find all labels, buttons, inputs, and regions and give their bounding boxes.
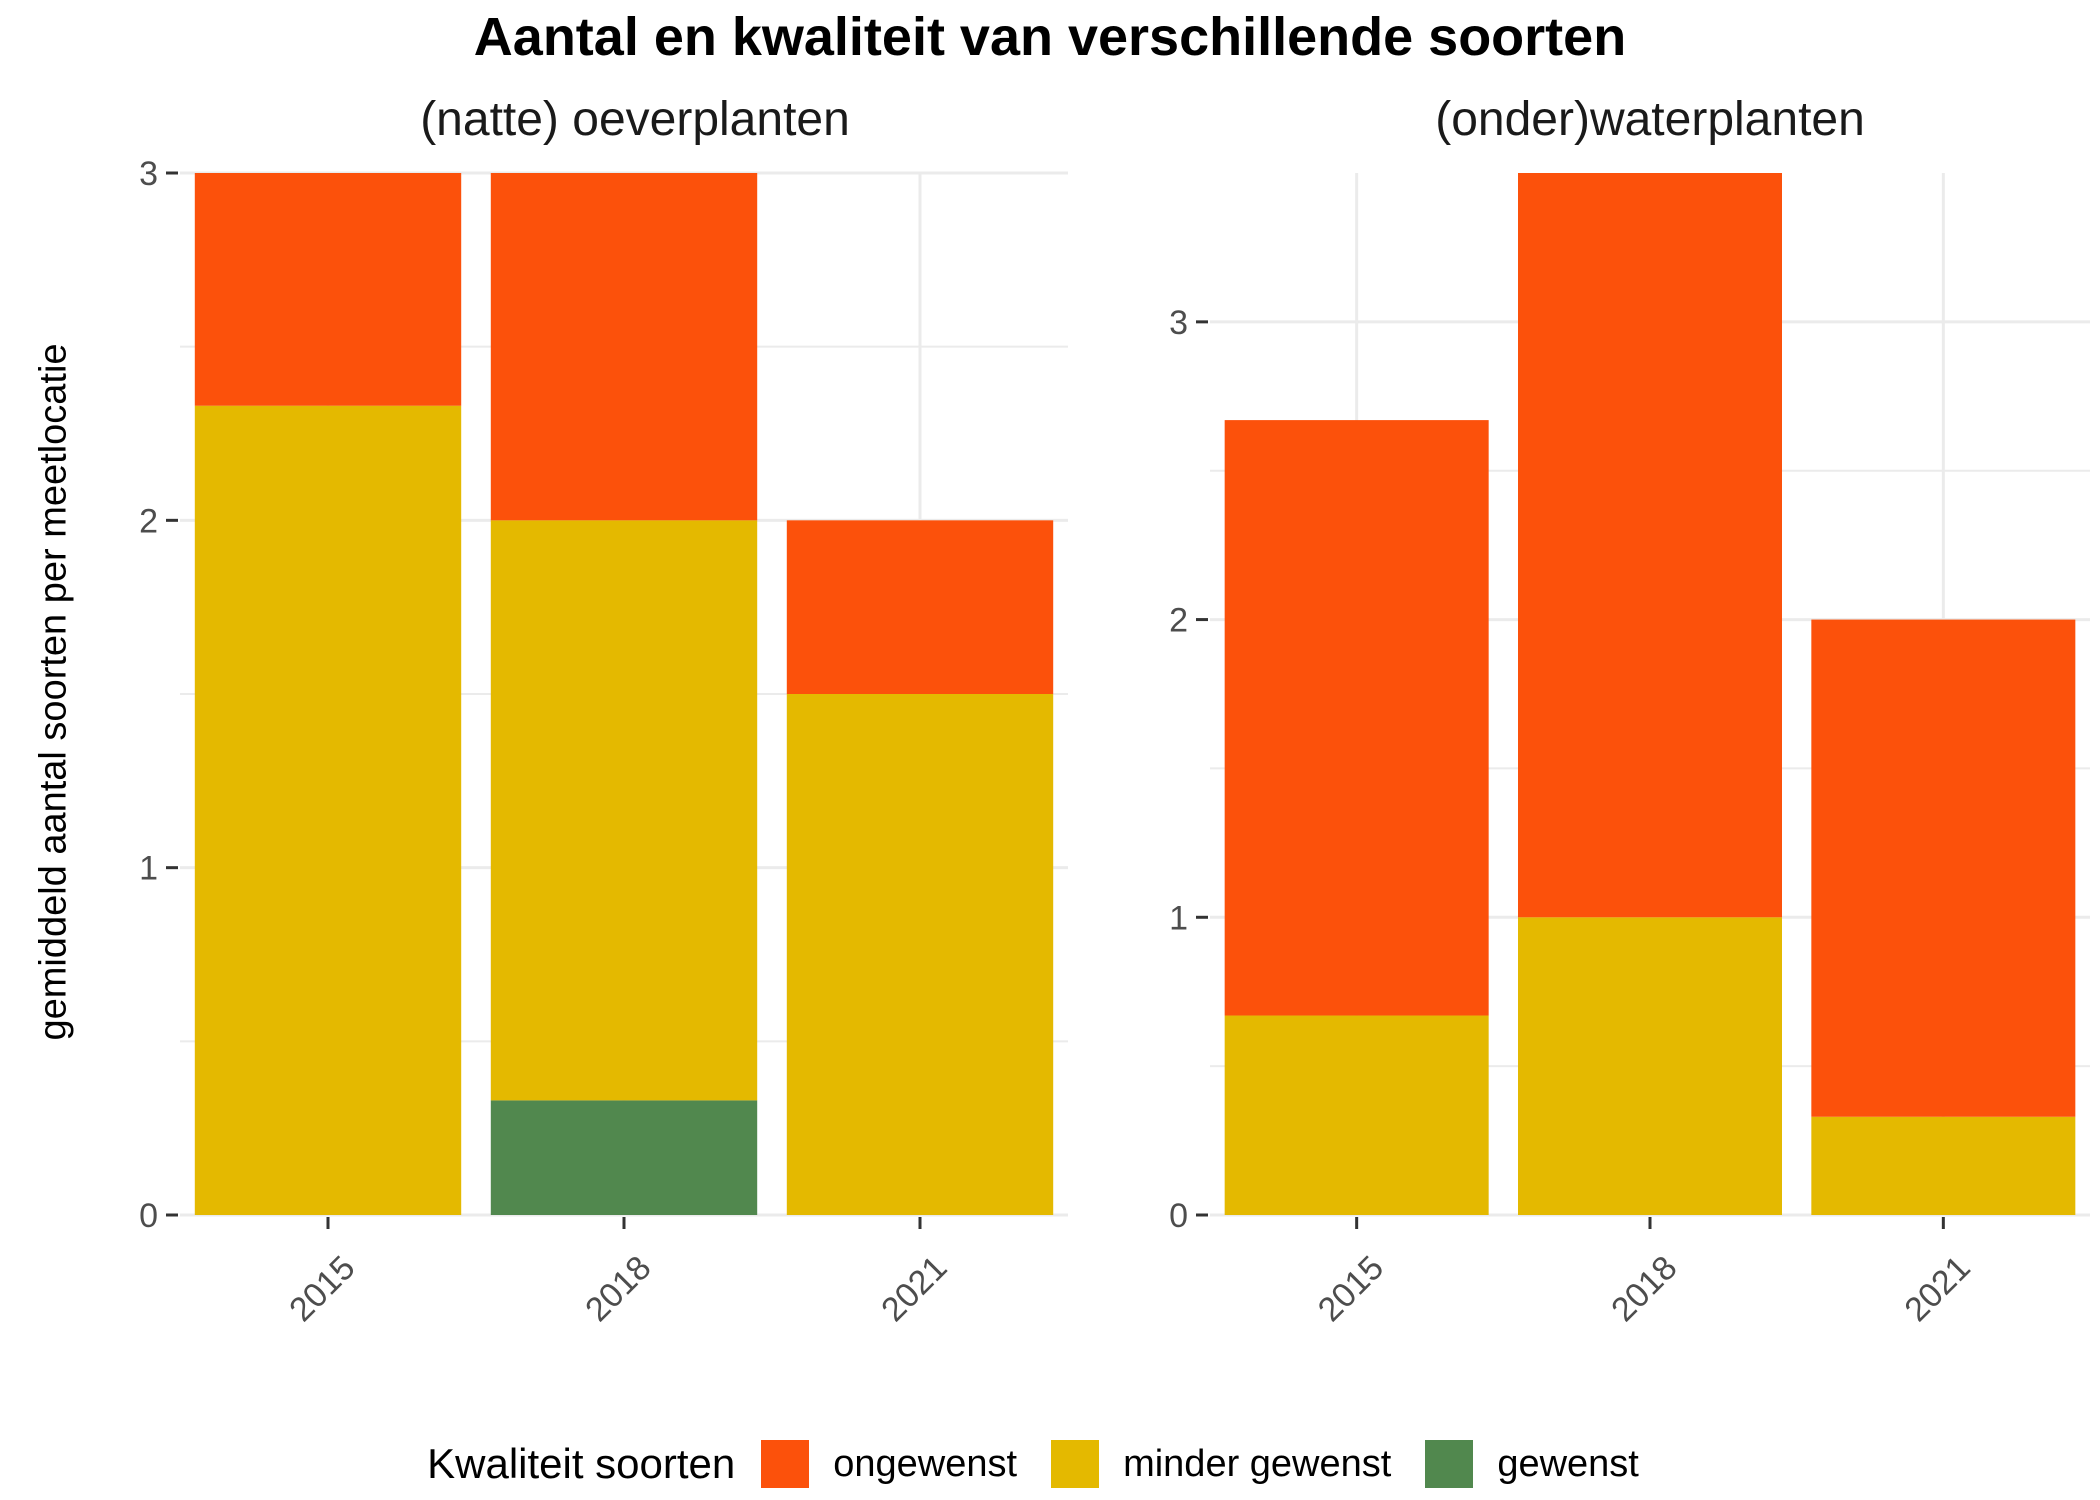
facet-panel-waterplanten: (onder)waterplanten 0 1 2 3 2015 2018 2021 (1169, 93, 2090, 1329)
facet-title: (onder)waterplanten (1435, 93, 1865, 146)
bar-ongewenst-2018 (490, 173, 758, 521)
legend-item-gewenst: gewenst (1425, 1440, 1639, 1488)
x-tick-label: 2015 (1311, 1249, 1391, 1329)
y-tick-label: 1 (1169, 899, 1188, 937)
legend-swatch-gewenst (1425, 1440, 1474, 1488)
y-tick-label: 0 (139, 1197, 158, 1235)
bar-minder-gewenst-2021 (786, 694, 1054, 1215)
x-tick-label: 2018 (578, 1249, 658, 1329)
x-tick-label: 2021 (1897, 1249, 1977, 1329)
x-tick-label: 2018 (1604, 1249, 1684, 1329)
legend-swatch-ongewenst (761, 1440, 810, 1488)
bar-minder-gewenst-2015 (194, 405, 462, 1215)
facet-panel-oeverplanten: (natte) oeverplanten 0 1 2 3 2015 2018 2021 (139, 93, 1068, 1329)
x-tick-label: 2021 (874, 1249, 954, 1329)
bar-ongewenst-2015 (1224, 420, 1489, 1016)
bar-ongewenst-2021 (786, 520, 1054, 694)
legend-item-ongewenst: ongewenst (761, 1440, 1017, 1488)
y-tick-label: 2 (1169, 602, 1188, 640)
y-tick-label: 0 (1169, 1197, 1188, 1235)
y-tick-label: 3 (139, 155, 158, 193)
legend-label-gewenst: gewenst (1497, 1442, 1639, 1485)
y-tick-label: 1 (139, 850, 158, 888)
bar-gewenst-2018 (490, 1100, 758, 1215)
legend-label-ongewenst: ongewenst (833, 1442, 1018, 1485)
bar-ongewenst-2015 (194, 173, 462, 406)
bar-minder-gewenst-2021 (1811, 1116, 2076, 1215)
faceted-bar-chart: (natte) oeverplanten 0 1 2 3 2015 2018 2021 (on… (139, 93, 2090, 1329)
facet-title: (natte) oeverplanten (420, 93, 850, 146)
y-tick-label: 3 (1169, 304, 1188, 342)
legend-title: Kwaliteit soorten (427, 1440, 736, 1487)
legend-swatch-minder-gewenst (1051, 1440, 1100, 1488)
chart-title: Aantal en kwaliteit van verschillende so… (473, 7, 1627, 67)
bar-ongewenst-2021 (1811, 619, 2076, 1117)
bar-minder-gewenst-2018 (1518, 917, 1782, 1215)
bar-minder-gewenst-2015 (1224, 1015, 1489, 1215)
bar-ongewenst-2018 (1518, 173, 1782, 918)
legend: Kwaliteit soorten ongewenst minder gewen… (0, 1432, 2100, 1496)
legend-label-minder-gewenst: minder gewenst (1123, 1442, 1392, 1485)
bar-minder-gewenst-2018 (490, 520, 758, 1101)
x-tick-label: 2015 (282, 1249, 362, 1329)
y-tick-label: 2 (139, 502, 158, 540)
legend-item-minder-gewenst: minder gewenst (1051, 1440, 1391, 1488)
